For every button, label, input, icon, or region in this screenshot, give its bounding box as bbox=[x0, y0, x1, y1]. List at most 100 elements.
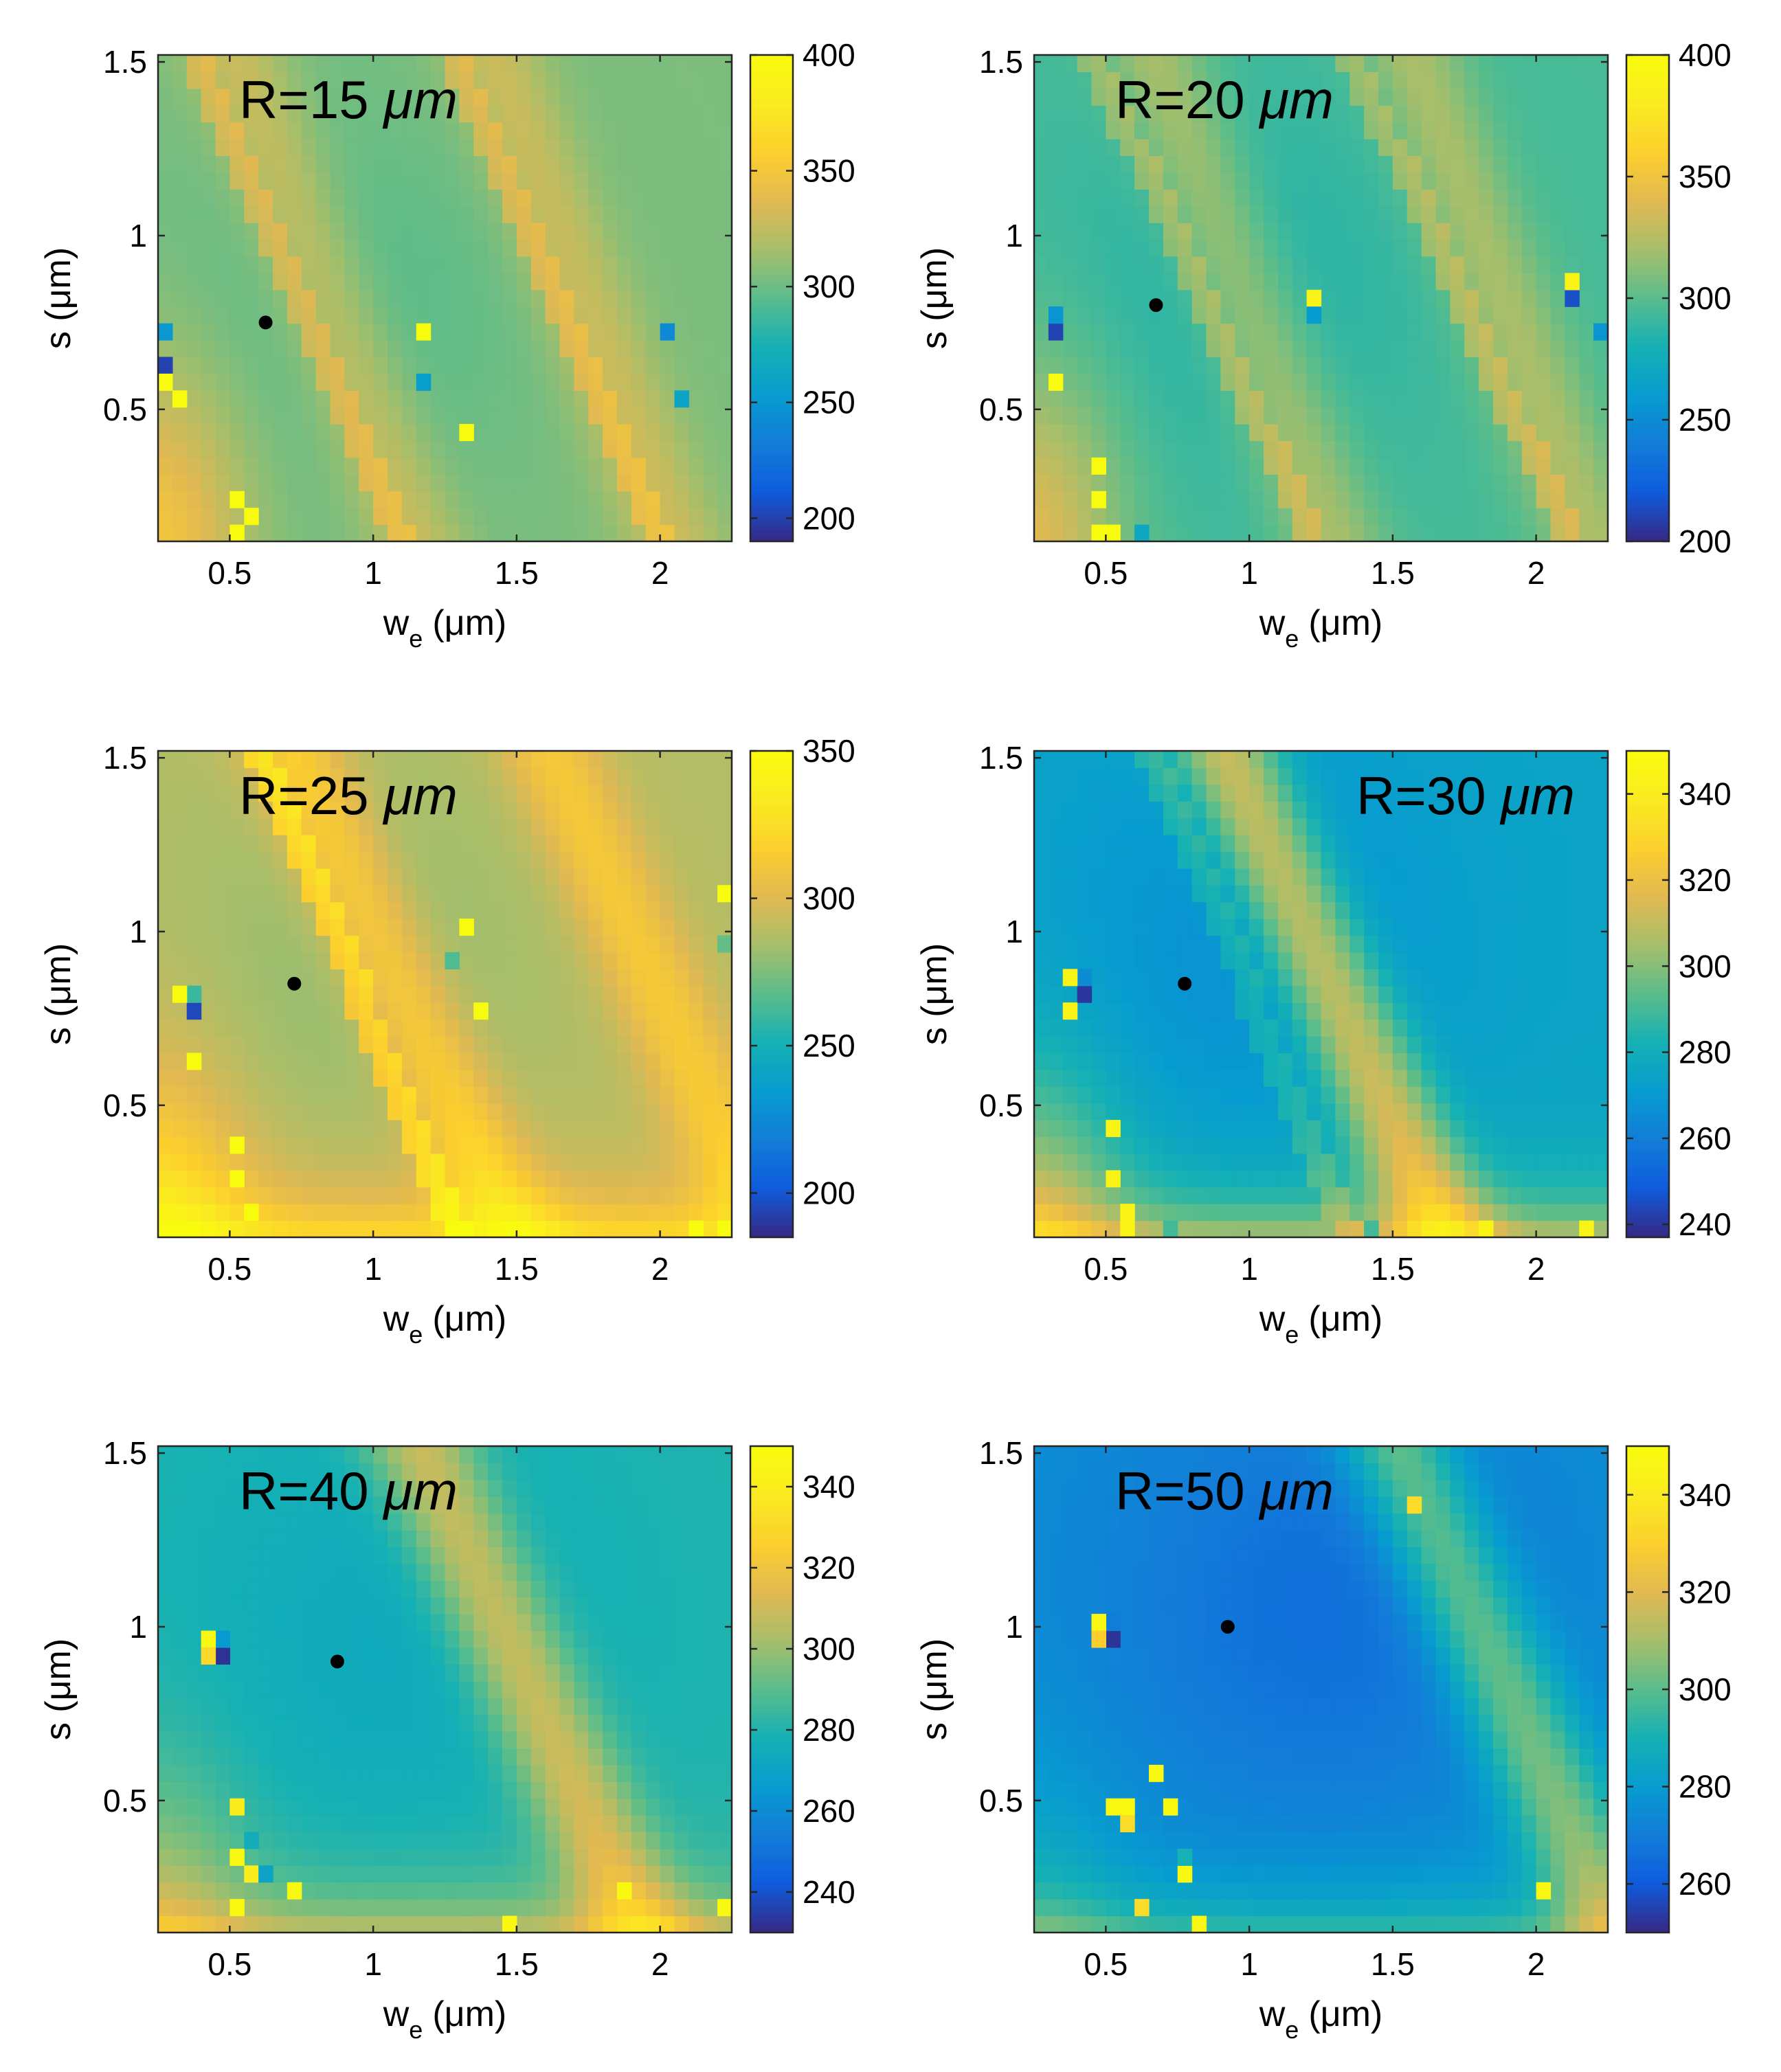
heatmap-cell bbox=[703, 751, 718, 769]
colorbar-swatch bbox=[1626, 67, 1669, 72]
heatmap-cell bbox=[344, 223, 359, 240]
colorbar-swatch bbox=[1626, 286, 1669, 291]
heatmap-cell bbox=[473, 457, 489, 475]
heatmap-cell bbox=[186, 1153, 202, 1171]
heatmap-cell bbox=[301, 1170, 317, 1188]
heatmap-cell bbox=[645, 407, 661, 425]
heatmap-cell bbox=[617, 951, 632, 969]
heatmap-cell bbox=[1579, 256, 1594, 273]
heatmap-cell bbox=[1550, 223, 1565, 240]
heatmap-cell bbox=[1392, 55, 1408, 73]
heatmap-cell bbox=[1407, 1186, 1422, 1204]
heatmap-cell bbox=[229, 390, 245, 408]
heatmap-cell bbox=[172, 1086, 188, 1104]
heatmap-cell bbox=[1264, 256, 1279, 273]
heatmap-cell bbox=[344, 440, 359, 458]
heatmap-cell bbox=[1062, 172, 1078, 190]
heatmap-cell bbox=[430, 919, 446, 936]
heatmap-cell bbox=[1277, 818, 1293, 835]
heatmap-cell bbox=[315, 951, 331, 969]
colorbar-swatch bbox=[750, 302, 793, 307]
heatmap-cell bbox=[1507, 373, 1523, 391]
heatmap-cell bbox=[1091, 223, 1106, 240]
heatmap-cell bbox=[430, 357, 446, 374]
heatmap-cell bbox=[1306, 88, 1322, 106]
heatmap-cell bbox=[617, 1019, 632, 1037]
heatmap-cell bbox=[1364, 155, 1379, 173]
heatmap-cell bbox=[1077, 767, 1093, 785]
heatmap-cell bbox=[1550, 323, 1565, 341]
heatmap-cell bbox=[1306, 256, 1322, 273]
heatmap-cell bbox=[401, 105, 417, 123]
heatmap-cell bbox=[588, 508, 603, 526]
heatmap-cell bbox=[1579, 323, 1594, 341]
heatmap-cell bbox=[502, 868, 517, 886]
heatmap-cell bbox=[1163, 340, 1178, 358]
heatmap-cell bbox=[445, 457, 460, 475]
heatmap-cell bbox=[545, 223, 561, 240]
heatmap-cell bbox=[703, 323, 718, 341]
heatmap-cell bbox=[1450, 1002, 1465, 1020]
heatmap-cell bbox=[1048, 1170, 1064, 1188]
heatmap-cell bbox=[703, 491, 718, 508]
heatmap-cell bbox=[559, 1036, 574, 1054]
heatmap-cell bbox=[1407, 1052, 1422, 1070]
heatmap-cell bbox=[1277, 273, 1293, 291]
heatmap-cell bbox=[1421, 155, 1437, 173]
heatmap-cell bbox=[1120, 239, 1135, 257]
heatmap-cell bbox=[388, 835, 403, 853]
heatmap-cell bbox=[1120, 306, 1135, 324]
heatmap-cell bbox=[1507, 239, 1523, 257]
heatmap-cell bbox=[588, 1220, 603, 1238]
heatmap-cell bbox=[1220, 524, 1235, 542]
heatmap-cell bbox=[1048, 424, 1064, 442]
heatmap-cell bbox=[1220, 851, 1235, 869]
heatmap-cell bbox=[373, 1204, 388, 1221]
heatmap-cell bbox=[201, 239, 216, 257]
heatmap-cell bbox=[574, 390, 589, 408]
colorbar-swatch bbox=[750, 1014, 793, 1020]
heatmap-cell bbox=[1407, 1103, 1422, 1121]
colorbar-swatch bbox=[1626, 180, 1669, 185]
heatmap-cell bbox=[1220, 868, 1235, 886]
heatmap-cell bbox=[631, 1186, 647, 1204]
heatmap-cell bbox=[1091, 1052, 1106, 1070]
heatmap-cell bbox=[1435, 508, 1450, 526]
heatmap-cell bbox=[1335, 885, 1350, 903]
heatmap-cell bbox=[1407, 1136, 1422, 1154]
heatmap-cell bbox=[1421, 491, 1437, 508]
heatmap-cell bbox=[1521, 457, 1537, 475]
heatmap-cell bbox=[1421, 1069, 1437, 1087]
heatmap-cell bbox=[1048, 189, 1064, 207]
heatmap-cell bbox=[459, 491, 474, 508]
heatmap-cell bbox=[459, 474, 474, 492]
colorbar-swatch bbox=[750, 245, 793, 250]
colorbar-swatch bbox=[750, 221, 793, 226]
heatmap-cell bbox=[244, 1069, 259, 1087]
heatmap-cell bbox=[1306, 205, 1322, 223]
heatmap-cell bbox=[401, 55, 417, 73]
colorbar-swatch bbox=[750, 67, 793, 72]
heatmap-cell bbox=[1407, 474, 1422, 492]
heatmap-cell bbox=[344, 139, 359, 157]
heatmap-cell bbox=[717, 474, 732, 492]
heatmap-cell bbox=[258, 508, 273, 526]
heatmap-cell bbox=[1264, 223, 1279, 240]
heatmap-cell bbox=[215, 767, 230, 785]
heatmap-cell bbox=[430, 139, 446, 157]
heatmap-cell bbox=[1378, 390, 1393, 408]
heatmap-cell bbox=[1565, 155, 1580, 173]
heatmap-cell bbox=[459, 289, 474, 307]
heatmap-cell bbox=[1249, 88, 1264, 106]
heatmap-cell bbox=[545, 474, 561, 492]
colorbar-swatch bbox=[750, 916, 793, 922]
heatmap-cell bbox=[617, 373, 632, 391]
heatmap-cell bbox=[1206, 440, 1221, 458]
colorbar-frame bbox=[749, 750, 794, 1239]
heatmap-cell bbox=[1464, 223, 1479, 240]
heatmap-cell bbox=[1335, 155, 1350, 173]
x-tick-label: 1.5 bbox=[495, 1251, 539, 1287]
heatmap-cell bbox=[172, 935, 188, 953]
heatmap-cell bbox=[401, 155, 417, 173]
heatmap-cell bbox=[229, 440, 245, 458]
